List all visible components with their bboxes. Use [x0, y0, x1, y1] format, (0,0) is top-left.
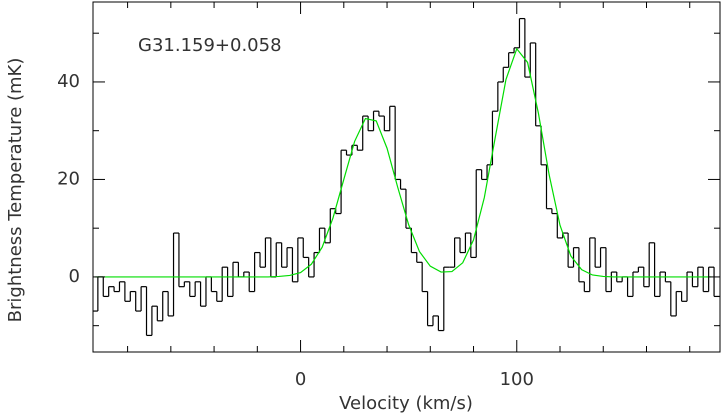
- plot-frame: [92, 1, 721, 353]
- step-riser: [97, 18, 715, 336]
- annotation: G31.159+0.058: [138, 35, 282, 56]
- y-tick-label: 0: [69, 266, 80, 287]
- fit-line: [95, 47, 712, 278]
- y-tick-label: 20: [57, 168, 80, 189]
- x-axis-label: Velocity (km/s): [339, 393, 473, 414]
- x-tick-label: 100: [500, 369, 534, 390]
- plot-area: [93, 17, 720, 337]
- y-tick-label: 40: [57, 71, 80, 92]
- y-axis-label: Brightness Temperature (mK): [5, 58, 26, 323]
- x-tick-label: 0: [295, 369, 306, 390]
